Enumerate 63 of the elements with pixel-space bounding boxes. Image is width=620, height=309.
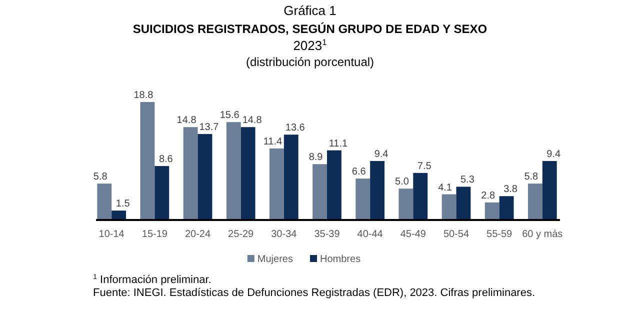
data-label: 5.8 (524, 172, 539, 183)
data-label: 14.8 (176, 115, 197, 126)
bar (112, 210, 126, 220)
x-tick-label: 10-14 (98, 229, 125, 240)
bar (154, 166, 170, 220)
data-label: 11.1 (328, 138, 348, 150)
legend-label: Mujeres (257, 254, 293, 265)
data-label: 9.4 (374, 149, 389, 160)
x-tick-label: 15-19 (142, 229, 168, 240)
data-label: 4.1 (438, 182, 452, 194)
bar (312, 164, 327, 220)
bar (370, 161, 385, 220)
x-tick-label: 20-24 (184, 229, 211, 240)
source-note: Fuente: INEGI. Estadísticas de Defunciones Registradas (EDR), 2023. Cifras preliminares. (93, 287, 536, 299)
data-label: 5.8 (93, 172, 108, 183)
data-label: 14.8 (242, 115, 262, 126)
x-tick-label: 25-29 (228, 229, 254, 240)
x-tick-label: 30-34 (271, 229, 298, 240)
chart-title: Gráfica 1 (284, 3, 336, 18)
data-label: 8.6 (158, 154, 174, 166)
x-tick-label: 50-54 (443, 229, 470, 240)
data-label: 5.3 (460, 174, 475, 186)
data-label: 6.6 (352, 166, 366, 178)
bar (542, 161, 557, 220)
bar (327, 150, 342, 220)
bar (398, 188, 414, 220)
bar (240, 127, 256, 220)
data-label: 13.6 (285, 122, 306, 134)
bar (356, 178, 370, 220)
bar (284, 134, 298, 220)
data-label: 7.5 (417, 160, 432, 172)
bar (269, 148, 284, 220)
bar (442, 194, 456, 220)
data-label: 15.6 (220, 110, 240, 122)
data-label: 8.9 (308, 152, 324, 164)
bar (528, 184, 542, 220)
data-label: 5.0 (394, 176, 410, 188)
bar (226, 122, 241, 220)
data-label: 3.8 (504, 184, 518, 196)
data-label: 13.7 (199, 122, 220, 134)
x-tick-label: 60 y más (522, 229, 563, 240)
data-label: 11.4 (263, 136, 282, 148)
text: $^{1}$ Información preliminar. (93, 273, 212, 286)
x-tick-label: 40-44 (357, 229, 384, 240)
chart-subtitle: SUICIDIOS REGISTRADOS, SEGÚN GRUPO DE EDAD Y SEXO (132, 22, 488, 36)
data-label: 9.4 (546, 149, 561, 160)
bar (97, 184, 112, 220)
text: (distribución porcentual) (246, 55, 374, 69)
legend-label: Hombres (320, 254, 361, 265)
x-tick-label: 45-49 (400, 229, 426, 240)
data-label: 2.8 (481, 190, 496, 202)
bar (140, 102, 155, 220)
data-label: 18.8 (134, 90, 154, 101)
bar (413, 172, 428, 220)
bar (183, 127, 198, 220)
bar (484, 202, 500, 220)
text: 2023$^{1}$ (293, 37, 328, 53)
bar (198, 134, 212, 220)
data-label: 1.5 (116, 198, 130, 210)
bar (499, 196, 514, 220)
x-tick-label: 35-39 (314, 229, 340, 240)
x-tick-label: 55-59 (486, 229, 513, 240)
bar (456, 186, 471, 220)
